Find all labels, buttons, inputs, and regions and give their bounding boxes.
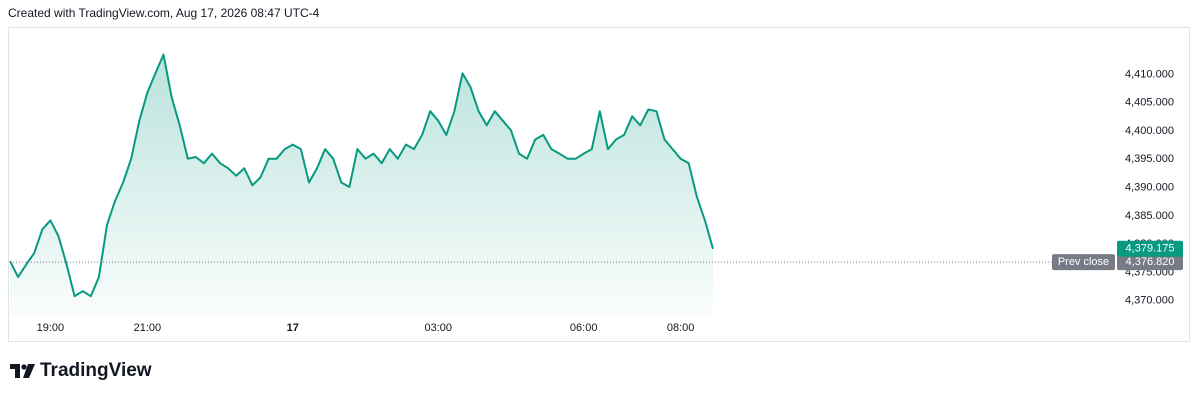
logo-icon bbox=[10, 364, 35, 378]
area-fill bbox=[10, 54, 713, 316]
prev-close-name: Prev close bbox=[1058, 256, 1109, 268]
y-tick-label: 4,390.000 bbox=[1125, 181, 1174, 193]
x-tick-label: 06:00 bbox=[570, 322, 598, 334]
y-tick-label: 4,395.000 bbox=[1125, 153, 1174, 165]
y-tick-label: 4,400.000 bbox=[1125, 125, 1174, 137]
y-tick-label: 4,370.000 bbox=[1125, 295, 1174, 307]
y-tick-label: 4,405.000 bbox=[1125, 97, 1174, 109]
x-tick-label: 19:00 bbox=[37, 322, 65, 334]
x-tick-label: 03:00 bbox=[424, 322, 452, 334]
x-tick-label: 21:00 bbox=[134, 322, 162, 334]
y-tick-label: 4,385.000 bbox=[1125, 210, 1174, 222]
prev-close-value: 4,376.820 bbox=[1126, 256, 1175, 268]
prev-close-value-box bbox=[1117, 254, 1183, 271]
price-line bbox=[9, 53, 714, 298]
x-tick-label: 17 bbox=[287, 322, 299, 334]
prev-close-name-box bbox=[1052, 254, 1115, 271]
chart-frame bbox=[8, 27, 1190, 342]
x-tick-label: 08:00 bbox=[667, 322, 695, 334]
logo-text: TradingView bbox=[40, 360, 152, 381]
y-tick-label: 4,410.000 bbox=[1125, 68, 1174, 80]
last-price-label: 4,379.175 bbox=[1126, 243, 1175, 255]
header-text: Created with TradingView.com, Aug 17, 20… bbox=[8, 6, 320, 20]
last-price-box bbox=[1117, 240, 1183, 257]
